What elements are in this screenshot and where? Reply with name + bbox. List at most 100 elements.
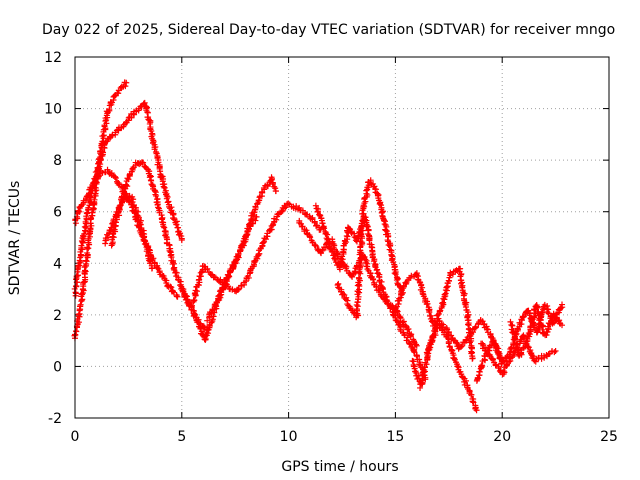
data-point [331,255,338,262]
data-point [530,313,537,320]
data-point [174,293,181,300]
data-point [373,267,380,274]
data-point [359,222,366,229]
data-point [77,301,84,308]
data-point [439,300,446,307]
data-point [75,319,82,326]
data-point [312,242,319,249]
data-point [82,268,89,275]
data-point [534,304,541,311]
data-point [340,290,347,297]
data-point [153,150,160,157]
series-track-j [334,177,405,321]
data-point [104,109,111,116]
data-point [364,192,371,199]
data-point [112,175,119,182]
data-point [468,391,475,398]
data-point [192,314,199,321]
series-track-d [108,159,211,334]
data-point [75,272,82,279]
x-tick-label: 5 [177,429,186,445]
data-point [236,285,243,292]
data-point [273,216,280,223]
data-point [148,265,155,272]
data-point [307,234,314,241]
data-point [501,369,508,376]
data-point [319,220,326,227]
data-point [369,276,376,283]
data-point [470,399,477,406]
data-point [559,322,566,329]
data-point [391,270,398,277]
data-point [364,223,371,230]
data-point [423,301,430,308]
y-tick-label: 6 [53,205,62,221]
data-point [441,291,448,298]
data-point [328,248,335,255]
data-point [527,323,534,330]
data-point [278,208,285,215]
data-point [483,325,490,332]
y-tick-label: 10 [44,102,62,118]
data-point [160,183,167,190]
data-point [511,336,518,343]
data-point [271,183,278,190]
data-point [188,302,195,309]
series-track-e [102,192,156,272]
data-point [180,288,187,295]
data-point [418,281,425,288]
data-point [496,355,503,362]
data-point [146,174,153,181]
data-point [321,225,328,232]
data-point [350,309,357,316]
data-point [125,176,132,183]
data-point [392,304,399,311]
data-point [545,326,552,333]
data-point [376,201,383,208]
data-point [370,258,377,265]
x-tick-label: 20 [493,429,511,445]
data-point [117,84,124,91]
data-point [392,271,399,278]
data-point [383,228,390,235]
series-track-h [204,213,260,324]
data-point [552,347,559,354]
data-point [451,355,458,362]
data-point [365,226,372,233]
data-point [75,311,82,318]
data-point [545,351,552,358]
data-point [268,176,275,183]
data-point [497,356,504,363]
data-point [367,177,374,184]
data-point [343,232,350,239]
data-point [312,202,319,209]
data-point [465,321,472,328]
data-point [99,148,106,155]
data-point [141,99,148,106]
data-point [239,241,246,248]
data-point [385,300,392,307]
data-point [178,237,185,244]
data-point [461,300,468,307]
data-point [111,173,118,180]
data-point [120,121,127,128]
x-tick-label: 0 [71,429,80,445]
data-point [453,339,460,346]
data-point [402,322,409,329]
data-point [104,234,111,241]
data-point [72,328,79,335]
data-point [459,342,466,349]
data-point [363,187,370,194]
x-axis-label: GPS time / hours [281,459,398,475]
data-point [177,282,184,289]
data-point [160,223,167,230]
data-point [316,211,323,218]
data-point [551,349,558,356]
data-point [532,358,539,365]
data-point [353,238,360,245]
data-point [345,225,352,232]
data-point [253,213,260,220]
y-tick-label: 2 [53,308,62,324]
data-point [195,277,202,284]
data-point [405,326,412,333]
